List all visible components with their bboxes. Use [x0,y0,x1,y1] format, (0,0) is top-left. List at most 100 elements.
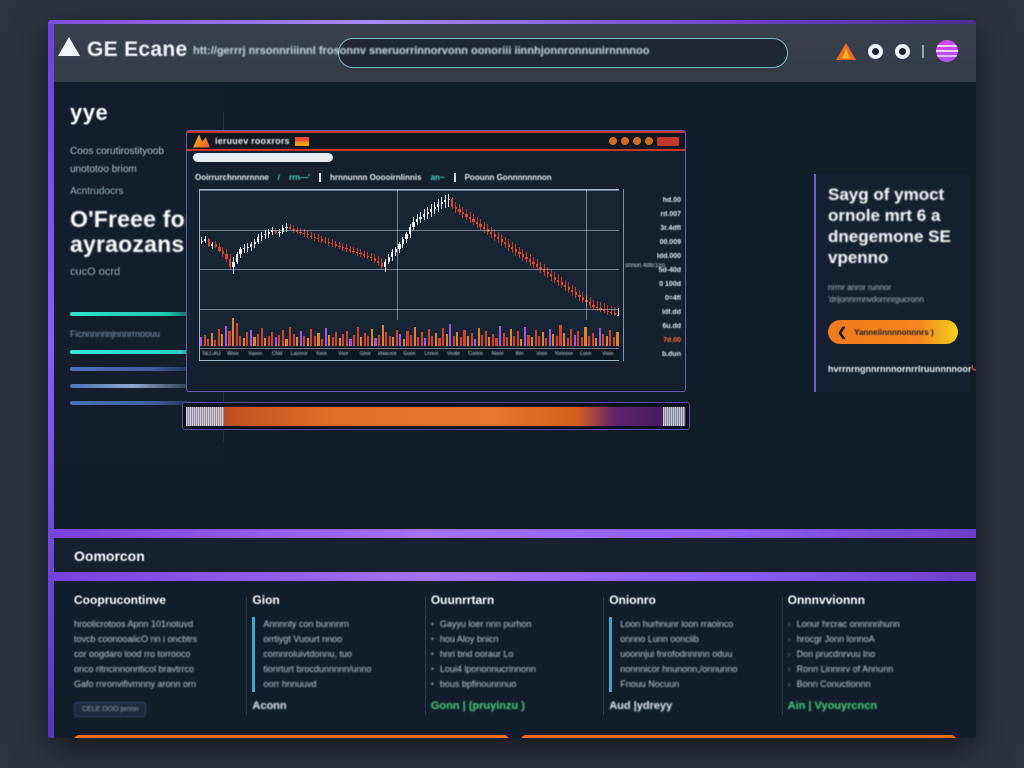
banner-primary[interactable]: 20 Foornbor Acod Doinrag rooonrorvv OCUY [74,735,509,738]
brand[interactable]: GE Ecane [58,36,187,62]
warning-triangle-icon[interactable] [836,42,856,60]
list-item[interactable]: Loui4 lpononnucrinnonn [431,662,591,677]
arrow-left-icon: ❮ [837,325,848,339]
toolbar-item[interactable]: Poounn Gonnnnnnnon [464,172,552,182]
range-handle-right[interactable] [663,407,685,426]
volume-bar [256,334,260,346]
toolbar-item[interactable]: Ooirrurchnnnrnnne [195,172,269,182]
volume-bar [563,332,566,346]
volume-bar [545,337,548,346]
candle-wick [377,255,379,266]
list-item[interactable]: uoonnjui fnrofodnnnnn oduu [620,649,733,659]
promo-cta-button[interactable]: ❮ Yanneiinnnnonnnrs ) [828,320,958,344]
candlestick-plot[interactable]: TaLLuhJ Woor Vuoon Chid Lacnror Yonn Voor Goor k… [199,189,620,361]
candle-wick [345,244,347,252]
list-item[interactable]: Ronn Linnnrv of Annunn [788,662,948,677]
candle-body [317,238,320,240]
sidebar-link-item[interactable] [70,350,208,354]
volume-bar [207,339,210,346]
chart-control-icon[interactable] [621,137,629,145]
x-axis-tick: Nonn [491,350,504,357]
column-title: Gion [252,593,280,607]
chart-control-icon[interactable] [609,137,617,145]
circle-dot-icon[interactable] [868,43,883,59]
column-footer[interactable]: Ain | Vyouyrcncn [787,700,878,712]
toolbar-item[interactable]: rrn—' [289,172,311,182]
list-item[interactable]: bous bpfinounnnuo [431,677,591,692]
column-footer[interactable]: Aconn [252,700,287,712]
window-top-accent-bar [48,20,976,24]
candle-body [334,244,337,246]
candle-body [574,292,577,295]
list-item[interactable]: hou Aloy bnicn [431,632,591,647]
sidebar-heading: O'Freee for ayraozans [70,206,194,257]
candle-body [341,246,345,249]
list-item[interactable]: Bonn Conuctionnn [788,677,948,692]
candle-body [617,314,620,316]
list-item[interactable]: Lonur hrcrac onnnnnhunn [788,617,948,632]
volume-bar [456,331,459,346]
triangle-logo-icon [58,36,80,56]
chart-control-icon[interactable] [645,137,653,145]
volume-bar [303,335,306,346]
toolbar-divider [319,172,322,182]
candle-body [475,221,479,225]
candle-body [528,259,532,262]
candle-body [525,256,528,260]
list-item[interactable]: Loon hurhnunr loon rraoinco [620,619,734,629]
sidebar-link-item[interactable] [70,312,208,316]
volume-bar [605,336,608,346]
list-item[interactable]: Don prucdnrvuu lno [788,647,948,662]
user-avatar[interactable] [936,40,958,62]
list-item[interactable]: Gayyu loer nnn purhon [431,617,591,632]
candle-body [313,236,316,238]
list-item[interactable]: hrocgr Jonn lonnoA [788,632,948,647]
sidebar-link-label[interactable]: Ficnnnnrinjnnnrrnoouu [70,329,161,339]
column-tag[interactable]: CELE OOO prnnn [74,702,147,717]
candle-body [211,244,214,246]
list-item[interactable]: orrtiygt Vuourt nnoo [263,634,343,644]
volume-bar [527,334,530,346]
volume-bar [228,331,231,346]
y-axis-tick: 6u.dd [662,323,681,330]
column-title: Ouunrrtarn [430,593,495,607]
candle-wick [324,236,326,245]
toolbar-item[interactable]: hrnnunnn Ooooirnlinnis [330,172,422,182]
candle-body [451,199,454,207]
list-item[interactable]: hnri bnd ooraur Lo [431,647,591,662]
toolbar-item[interactable]: an~ [430,172,445,182]
list-item[interactable]: nonnnicor hnunonn,/onnunno [620,664,738,674]
column-footer[interactable]: Aud |ydreyy [609,700,673,712]
column-footer[interactable]: Gonn | (pruyinzu ) [430,700,525,712]
candle-body [610,312,613,314]
list-item[interactable]: comnroluivtdonnu, tuo [263,649,352,659]
list-item[interactable]: onnno Lunn oonciib [620,634,699,644]
toolbar-item[interactable]: / [277,172,281,182]
candle-body [440,201,443,205]
candle-body [204,239,207,241]
range-handle-left[interactable] [186,407,224,426]
list-item[interactable]: Annnnty con bunnnrn [263,619,349,629]
candle-body [274,230,277,233]
list-item[interactable]: tionrturt brocdunnnnn/unno [263,664,372,674]
volume-bar [502,332,505,346]
search-input[interactable]: htt://gerrrj nrsonnriiinnl frosonnv sner… [193,38,788,68]
chart-control-icon[interactable] [633,137,641,145]
sidebar-link-item[interactable] [70,367,208,371]
time-range-scrubber[interactable] [182,402,690,430]
promo-link[interactable]: hvrrnrngnnrnnnornrrlruunnnnoor ⤷ [828,360,976,377]
candle-body [257,236,260,242]
sidebar-logo[interactable]: yye [70,100,109,125]
circle-eye-icon[interactable] [895,43,910,59]
volume-bar [296,337,299,346]
sidebar-link-item[interactable] [70,401,208,405]
chart-y-axis[interactable]: snnon 4dtr/1iro hd.00 rd.007 3r.4dfl 00.009… [623,189,685,361]
banner-secondary[interactable]: Я ЯIE Oonn noch Prepun Dor nunnv ouonoo [521,735,956,738]
list-item[interactable]: oorr hnnuuvd [263,679,317,689]
volume-bar [388,336,391,346]
volume-bar [495,338,498,346]
candle-body [271,230,274,232]
list-item[interactable]: Fnouu Nocuun [620,679,680,689]
sidebar-link-item[interactable] [70,384,208,388]
scrubber-track[interactable] [186,407,686,426]
